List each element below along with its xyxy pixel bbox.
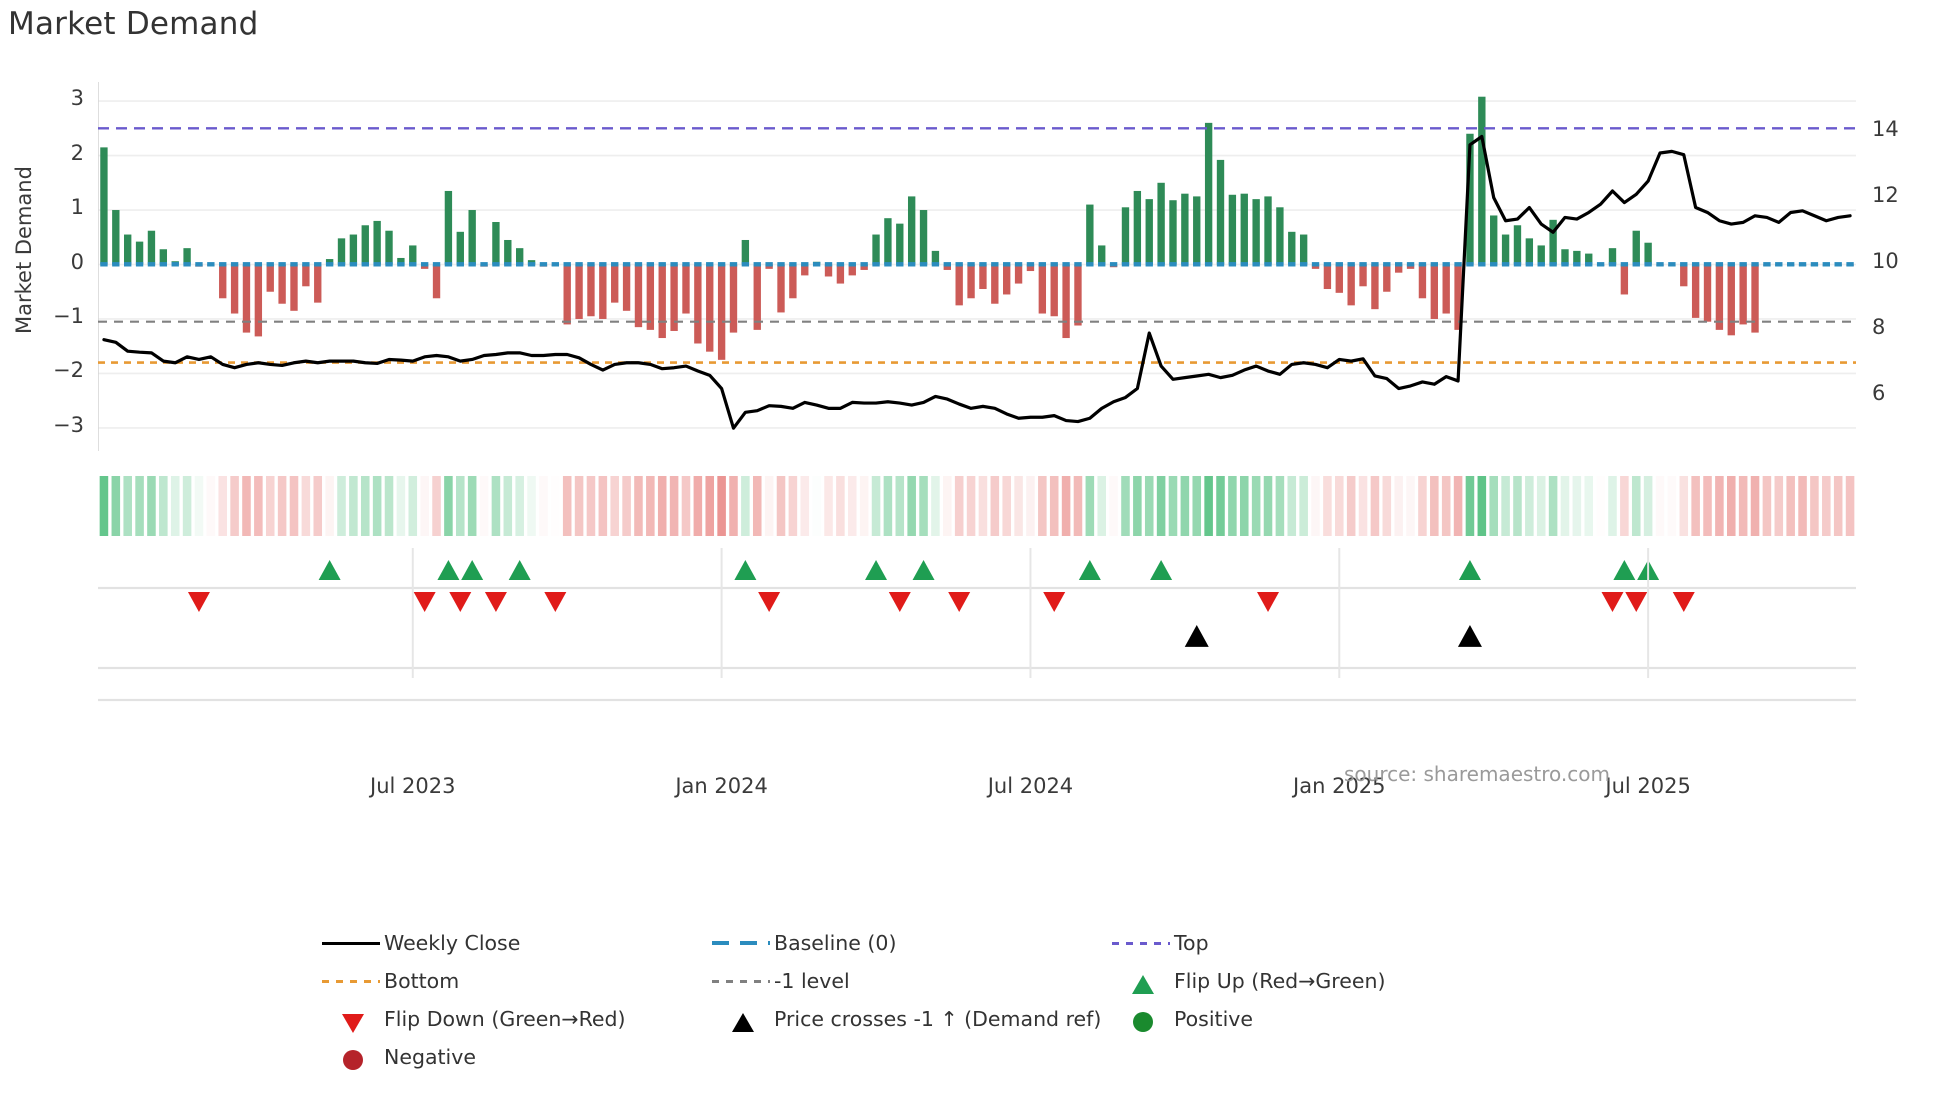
triangle-up-icon xyxy=(1108,968,1174,994)
legend-item[interactable]: -1 level xyxy=(708,966,1108,996)
line-dotted-icon xyxy=(318,968,384,994)
line-dotted-icon xyxy=(1108,930,1174,956)
legend-item[interactable]: Baseline (0) xyxy=(708,928,1108,958)
reference-lines xyxy=(98,127,1856,364)
line-dotted-icon-glyph xyxy=(712,979,770,983)
line-dotted-icon-glyph xyxy=(1112,941,1170,945)
legend-item[interactable]: Price crosses -1 ↑ (Demand ref) xyxy=(708,1004,1108,1034)
chart-legend: Weekly Close Baseline (0) Top Bottom -1 leve… xyxy=(318,928,1638,1072)
weekly-close-line xyxy=(102,134,1852,430)
legend-item-label: Price crosses -1 ↑ (Demand ref) xyxy=(774,1007,1102,1031)
flip-markers xyxy=(187,560,1695,647)
y-axis-right-tick: 8 xyxy=(1872,314,1886,339)
y-axis-right-tick: 10 xyxy=(1872,248,1899,273)
circle-icon xyxy=(1108,1006,1174,1032)
triangle-down-icon-glyph xyxy=(342,1014,364,1033)
legend-item[interactable]: Negative xyxy=(318,1042,708,1072)
y-axis-left-tick: 1 xyxy=(70,195,84,220)
legend-item-label: Positive xyxy=(1174,1007,1254,1031)
legend-item[interactable]: Bottom xyxy=(318,966,708,996)
y-axis-left-tick: −2 xyxy=(53,358,84,383)
y-axis-left-tick: 0 xyxy=(70,249,84,274)
x-axis-tick: Jul 2025 xyxy=(1605,774,1691,798)
triangle-up-icon xyxy=(708,1006,774,1032)
legend-item-label: -1 level xyxy=(774,969,850,993)
legend-item-label: Top xyxy=(1174,931,1209,955)
triangle-down-icon xyxy=(318,1006,384,1033)
x-axis-tick: Jul 2023 xyxy=(370,774,456,798)
lower-panel-gridlines xyxy=(98,548,1856,702)
demand-heat-strip xyxy=(99,476,1855,536)
legend-item[interactable]: Positive xyxy=(1108,1004,1538,1034)
y-axis-right-tick: 6 xyxy=(1872,380,1886,405)
line-dashed-icon-glyph xyxy=(712,941,770,945)
legend-item[interactable]: Flip Up (Red→Green) xyxy=(1108,966,1538,996)
triangle-up-icon-glyph xyxy=(1132,975,1154,994)
y-axis-left-tick: −1 xyxy=(53,303,84,328)
triangle-up-icon-glyph xyxy=(732,1013,754,1032)
legend-item-label: Flip Down (Green→Red) xyxy=(384,1007,626,1031)
line-dotted-icon-glyph xyxy=(322,979,380,983)
demand-bars xyxy=(100,96,1854,360)
legend-item[interactable]: Weekly Close xyxy=(318,928,708,958)
x-axis-tick: Jan 2025 xyxy=(1293,774,1386,798)
source-attribution: source: sharemaestro.com xyxy=(1344,762,1610,786)
line-dashed-icon xyxy=(708,930,774,956)
y-axis-left-tick: 2 xyxy=(70,140,84,165)
line-solid-icon xyxy=(318,930,384,956)
legend-item-label: Weekly Close xyxy=(384,931,521,955)
y-axis-left-tick: 3 xyxy=(70,86,84,111)
legend-item[interactable]: Flip Down (Green→Red) xyxy=(318,1004,708,1034)
page-title: Market Demand xyxy=(8,6,259,42)
x-axis-tick: Jul 2024 xyxy=(987,774,1074,798)
x-axis-tick: Jan 2024 xyxy=(675,774,768,798)
chart-plot-area: Market Demand Weekly Close Price 3210−1−… xyxy=(12,82,1899,798)
y-axis-right-tick: 12 xyxy=(1872,182,1899,207)
legend-item-label: Negative xyxy=(384,1045,476,1069)
legend-item-label: Bottom xyxy=(384,969,460,993)
circle-icon-glyph xyxy=(1133,1012,1153,1032)
line-solid-icon-glyph xyxy=(322,942,380,946)
circle-icon xyxy=(318,1044,384,1070)
line-dotted-icon xyxy=(708,968,774,994)
chart-svg xyxy=(98,82,1856,702)
legend-item-label: Baseline (0) xyxy=(774,931,897,955)
circle-icon-glyph xyxy=(343,1050,363,1070)
legend-item-label: Flip Up (Red→Green) xyxy=(1174,969,1386,993)
legend-item[interactable]: Top xyxy=(1108,928,1538,958)
y-axis-left-tick: −3 xyxy=(53,412,84,437)
y-axis-right-tick: 14 xyxy=(1872,116,1899,141)
